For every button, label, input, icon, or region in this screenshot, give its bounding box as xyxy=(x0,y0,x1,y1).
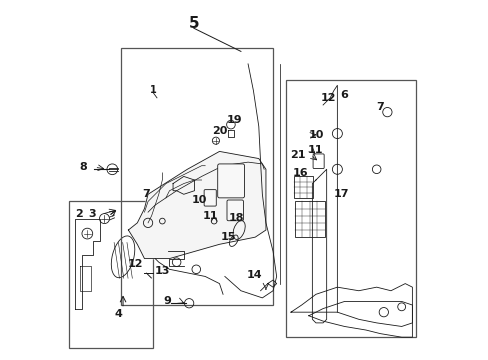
Text: 8: 8 xyxy=(80,162,87,172)
Text: 12: 12 xyxy=(320,93,336,103)
Text: 5: 5 xyxy=(188,16,199,31)
Text: 20: 20 xyxy=(211,126,227,136)
Text: 7: 7 xyxy=(376,102,384,112)
Text: 6: 6 xyxy=(339,90,347,100)
Bar xyxy=(69,202,153,348)
Text: 3: 3 xyxy=(88,209,96,219)
Text: 1: 1 xyxy=(149,85,156,95)
FancyBboxPatch shape xyxy=(226,200,243,221)
Text: 9: 9 xyxy=(163,296,171,306)
Text: 4: 4 xyxy=(114,309,122,319)
Text: 19: 19 xyxy=(226,115,242,125)
Text: 10: 10 xyxy=(307,130,323,140)
Text: 2: 2 xyxy=(76,209,83,219)
Text: 12: 12 xyxy=(127,259,142,269)
Text: 11: 11 xyxy=(307,145,322,155)
Text: 17: 17 xyxy=(332,189,348,199)
Bar xyxy=(121,48,272,305)
Text: 7: 7 xyxy=(142,189,149,199)
Text: 11: 11 xyxy=(203,211,218,221)
Text: 16: 16 xyxy=(292,168,307,178)
Text: 10: 10 xyxy=(192,195,207,204)
FancyBboxPatch shape xyxy=(203,190,216,206)
Bar xyxy=(293,176,313,198)
Text: 15: 15 xyxy=(220,232,236,242)
Text: 14: 14 xyxy=(246,270,262,280)
Text: 13: 13 xyxy=(154,266,170,276)
Polygon shape xyxy=(128,152,265,258)
Bar xyxy=(294,202,324,237)
Bar xyxy=(285,80,415,337)
FancyBboxPatch shape xyxy=(217,164,244,198)
Text: 21: 21 xyxy=(290,150,305,160)
Text: 18: 18 xyxy=(228,212,244,222)
